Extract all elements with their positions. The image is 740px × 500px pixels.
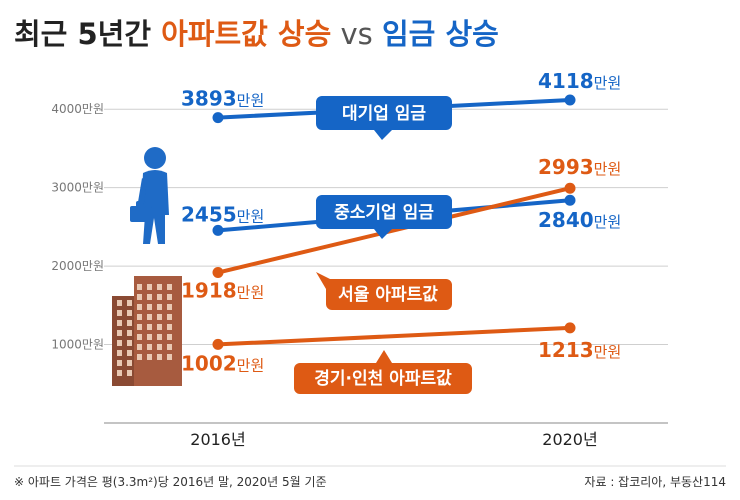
- value-label: 2455만원: [181, 202, 264, 226]
- building-window: [167, 314, 172, 320]
- building-window: [147, 324, 152, 330]
- title-part-3: vs: [331, 17, 382, 51]
- source-note: 자료 : 잡코리아, 부동산114: [584, 475, 726, 489]
- series-name-gyeonggi-incheon-apartment: 경기·인천 아파트값: [314, 369, 452, 389]
- building-window: [147, 304, 152, 310]
- y-tick-label: 3000만원: [51, 181, 104, 195]
- building-window: [117, 300, 122, 306]
- series-line: [216, 325, 572, 347]
- x-axis-ticks: 2016년 2020년: [190, 430, 597, 449]
- building-window: [127, 310, 132, 316]
- building-window: [167, 334, 172, 340]
- building-window: [137, 314, 142, 320]
- data-point: [564, 322, 576, 334]
- data-point: [564, 194, 576, 206]
- building-window: [117, 370, 122, 376]
- title-part-2: 아파트값 상승: [161, 17, 331, 51]
- building-window: [137, 334, 142, 340]
- series-name-seoul-apartment: 서울 아파트값: [338, 285, 438, 305]
- value-label: 2840만원: [538, 208, 621, 232]
- series-label-large-company-wage: 대기업 임금: [316, 96, 452, 140]
- series-name-large-company-wage: 대기업 임금: [342, 103, 426, 124]
- building-window: [147, 294, 152, 300]
- building-window: [137, 304, 142, 310]
- data-point: [212, 338, 224, 350]
- building-window: [137, 344, 142, 350]
- building-window: [127, 330, 132, 336]
- building-window: [127, 360, 132, 366]
- grid-lines: [104, 108, 668, 424]
- building-window: [117, 310, 122, 316]
- footnote: ※ 아파트 가격은 평(3.3m²)당 2016년 말, 2020년 5월 기준: [14, 475, 327, 489]
- building-window: [137, 354, 142, 360]
- building-window: [157, 314, 162, 320]
- building-window: [157, 304, 162, 310]
- value-labels: 3893만원 4118만원 2455만원 2840만원 1918만원 2993만원 1002…: [181, 69, 621, 375]
- building-window: [157, 284, 162, 290]
- businessman-icon: [130, 147, 169, 244]
- building-window: [147, 354, 152, 360]
- building-window: [127, 320, 132, 326]
- building-window: [117, 350, 122, 356]
- building-window: [157, 294, 162, 300]
- building-window: [167, 324, 172, 330]
- building-window: [147, 284, 152, 290]
- data-point: [212, 112, 224, 124]
- building-window: [117, 340, 122, 346]
- y-tick-label: 4000만원: [51, 102, 104, 116]
- building-window: [167, 304, 172, 310]
- value-label: 1002만원: [181, 351, 264, 375]
- building-window: [127, 370, 132, 376]
- building-window: [127, 350, 132, 356]
- value-label: 1918만원: [181, 279, 264, 303]
- series-label-gyeonggi-incheon-apartment: 경기·인천 아파트값: [294, 350, 472, 394]
- value-label: 3893만원: [181, 87, 264, 111]
- series-label-seoul-apartment: 서울 아파트값: [316, 272, 452, 310]
- series-name-sme-wage: 중소기업 임금: [334, 202, 434, 223]
- building-window: [167, 294, 172, 300]
- series-label-sme-wage: 중소기업 임금: [316, 195, 452, 239]
- building-window: [147, 344, 152, 350]
- value-label: 2993만원: [538, 155, 621, 179]
- x-tick-label: 2016년: [190, 430, 245, 449]
- series-line: [216, 186, 572, 275]
- building-window: [127, 340, 132, 346]
- y-tick-label: 2000만원: [51, 259, 104, 273]
- building-window: [147, 334, 152, 340]
- title-part-4: 임금 상승: [382, 17, 499, 51]
- building-window: [167, 344, 172, 350]
- data-point: [212, 267, 224, 279]
- building-window: [117, 320, 122, 326]
- y-tick-label: 1000만원: [51, 338, 104, 352]
- building-window: [157, 354, 162, 360]
- chart-title: 최근 5년간 아파트값 상승 vs 임금 상승: [14, 17, 499, 51]
- building-window: [137, 294, 142, 300]
- building-window: [157, 344, 162, 350]
- building-window: [147, 314, 152, 320]
- building-window: [127, 300, 132, 306]
- building-window: [137, 324, 142, 330]
- x-tick-label: 2020년: [542, 430, 597, 449]
- data-point: [564, 182, 576, 194]
- title-part-1: 최근 5년간: [14, 17, 161, 51]
- y-axis-ticks: 1000만원 2000만원 3000만원 4000만원: [51, 102, 104, 351]
- data-point: [212, 224, 224, 236]
- building-window: [167, 284, 172, 290]
- value-label: 1213만원: [538, 338, 621, 362]
- building-window: [157, 334, 162, 340]
- building-window: [157, 324, 162, 330]
- apartment-building-icon: [112, 276, 182, 386]
- value-label: 4118만원: [538, 69, 621, 93]
- data-point: [564, 94, 576, 106]
- building-window: [137, 284, 142, 290]
- building-window: [117, 360, 122, 366]
- building-windows: [117, 284, 172, 376]
- building-window: [167, 354, 172, 360]
- building-window: [117, 330, 122, 336]
